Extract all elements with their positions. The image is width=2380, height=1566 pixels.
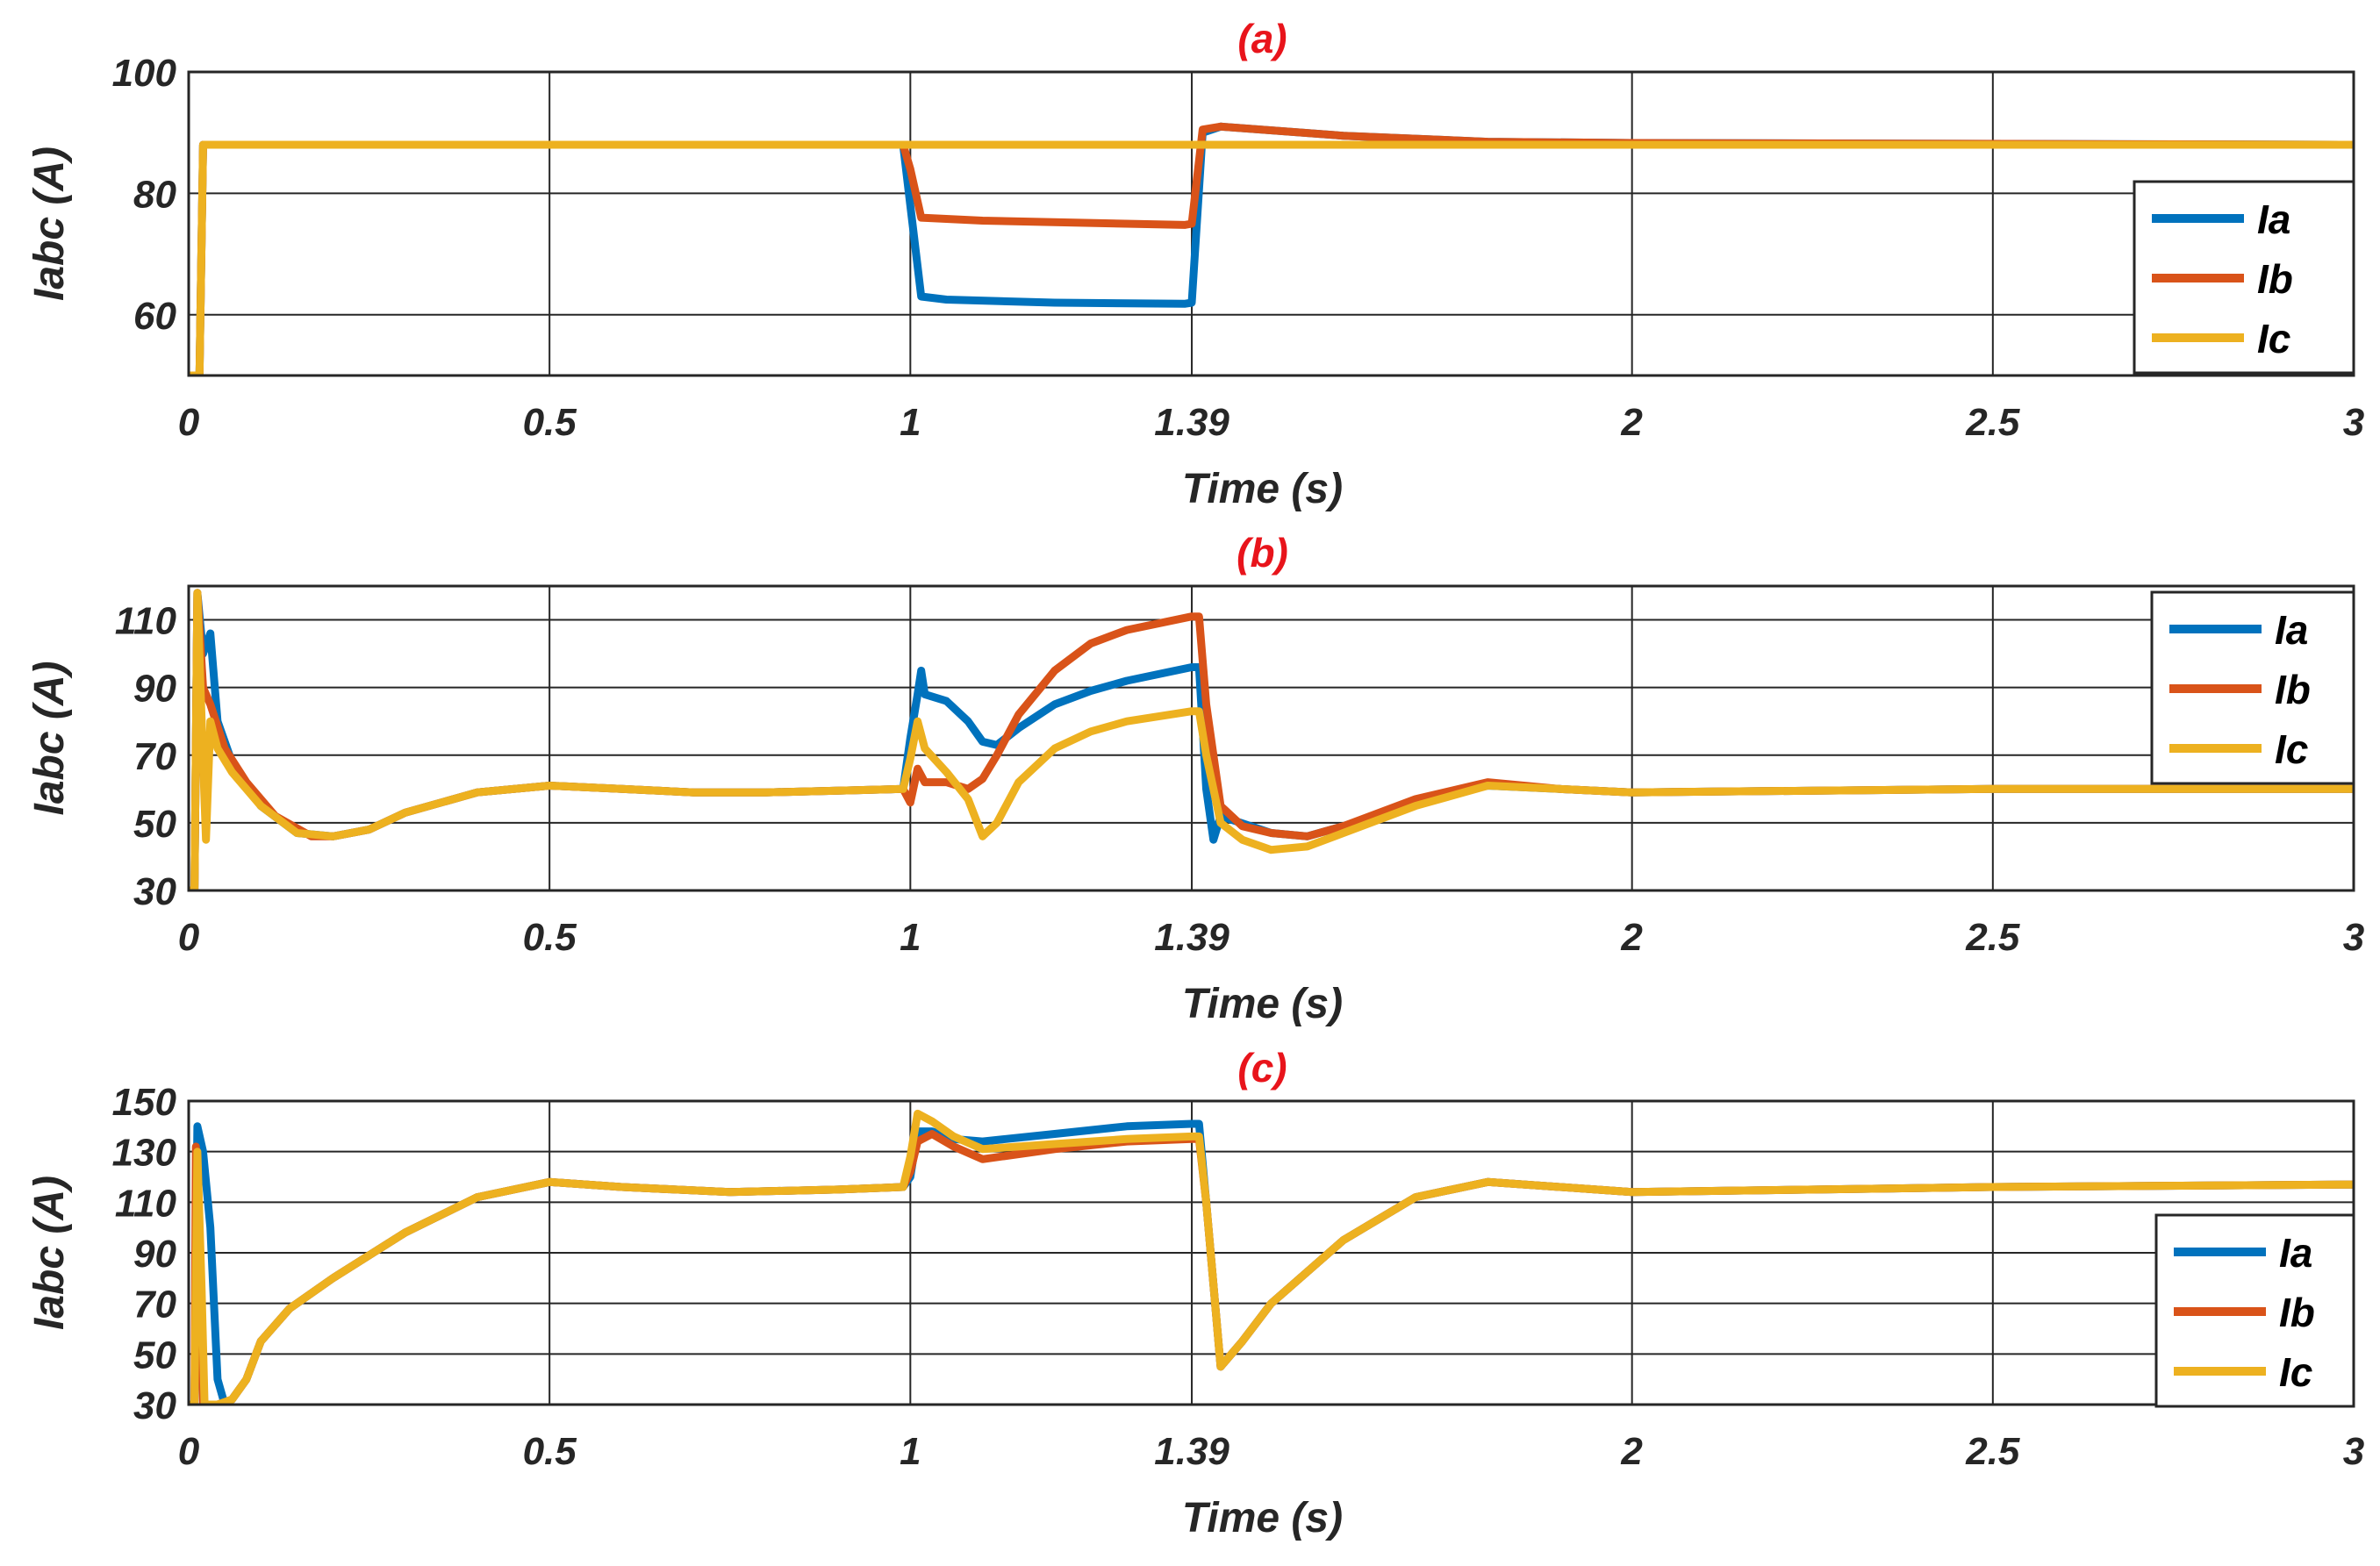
x-tick-label: 2.5 [1965,1430,2020,1473]
legend-c: Ia Ib Ic [2154,1213,2355,1408]
y-tick-label: 80 [133,173,176,216]
panel-title: (a) [1237,16,1287,61]
legend-label-ia: Ia [2257,197,2290,242]
series-group-b [189,589,2354,890]
y-axis-label: Iabc (A) [26,147,73,301]
x-tick-label: 0.5 [523,916,577,959]
y-tick-label: 50 [133,1334,176,1377]
panel-title: (b) [1237,530,1288,576]
panel-title: (c) [1237,1045,1287,1090]
legend-label-ic: Ic [2257,316,2290,361]
y-tick-label: 30 [133,1384,176,1427]
chart-panel-c: 0 0.5 1 1.39 2 2.5 3 30 50 70 90 110 130 150 Time (s) I… [26,1045,2364,1541]
y-tick-label: 60 [133,295,176,338]
x-tick-label: 2 [1620,916,1643,959]
legend-b: Ia Ib Ic [2150,590,2355,785]
y-tick-label: 110 [115,600,177,643]
legend-label-ic: Ic [2275,726,2308,772]
x-tick-label: 1.39 [1154,1430,1229,1473]
x-tick-label: 0.5 [523,401,577,444]
y-tick-label: 110 [115,1182,177,1225]
x-tick-label: 3 [2343,916,2364,959]
chart-panel-a: 0 0.5 1 1.39 2 2.5 3 60 80 100 Time (s) Iabc (A) (a)… [26,16,2364,512]
x-tick-label: 2 [1620,401,1643,444]
series-line-ic [189,140,2354,375]
legend-label-ib: Ib [2279,1290,2315,1335]
x-tick-label: 0 [178,401,200,444]
x-tick-label: 3 [2343,401,2364,444]
series-line-ic [189,1109,2354,1405]
x-axis-label: Time (s) [1182,466,1343,512]
legend-label-ic: Ic [2279,1349,2312,1395]
x-tick-label: 1.39 [1154,401,1229,444]
y-tick-label: 100 [112,52,177,95]
y-axis-label: Iabc (A) [26,1176,73,1330]
y-tick-label: 130 [112,1132,177,1175]
series-group-a [189,122,2354,375]
legend-a: Ia Ib Ic [2133,180,2355,375]
y-tick-label: 70 [133,1284,176,1326]
legend-label-ia: Ia [2279,1230,2312,1276]
y-tick-label: 90 [133,1233,176,1276]
y-tick-label: 90 [133,668,176,711]
x-tick-label: 1 [900,916,921,959]
series-group-c [189,1109,2354,1405]
x-tick-label: 0 [178,916,200,959]
x-tick-label: 3 [2343,1430,2364,1473]
plot-area-b [189,586,2354,890]
x-tick-label: 2 [1620,1430,1643,1473]
y-tick-label: 50 [133,803,176,846]
x-tick-label: 2.5 [1965,401,2020,444]
y-tick-label: 70 [133,735,176,778]
x-tick-label: 1 [900,401,921,444]
legend-label-ib: Ib [2257,256,2293,302]
x-tick-label: 0 [178,1430,200,1473]
y-axis-label: Iabc (A) [26,661,73,815]
x-tick-label: 2.5 [1965,916,2020,959]
x-axis-label: Time (s) [1182,981,1343,1027]
x-axis-label: Time (s) [1182,1495,1343,1541]
y-tick-label: 30 [133,870,176,913]
series-line-ic [189,589,2354,890]
x-tick-label: 0.5 [523,1430,577,1473]
legend-label-ia: Ia [2275,607,2308,653]
chart-panel-b: 0 0.5 1 1.39 2 2.5 3 30 50 70 90 110 Time (s) Iabc (A… [26,530,2364,1027]
x-tick-label: 1 [900,1430,921,1473]
legend-label-ib: Ib [2275,667,2311,712]
plot-area-a [189,72,2354,375]
y-tick-label: 150 [112,1081,177,1124]
x-tick-label: 1.39 [1154,916,1229,959]
